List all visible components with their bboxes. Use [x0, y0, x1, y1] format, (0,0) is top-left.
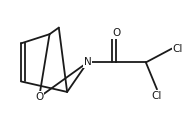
Text: N: N	[84, 57, 91, 67]
Text: O: O	[112, 28, 120, 38]
Text: O: O	[35, 92, 43, 102]
Text: Cl: Cl	[152, 91, 162, 101]
Text: Cl: Cl	[173, 44, 183, 54]
